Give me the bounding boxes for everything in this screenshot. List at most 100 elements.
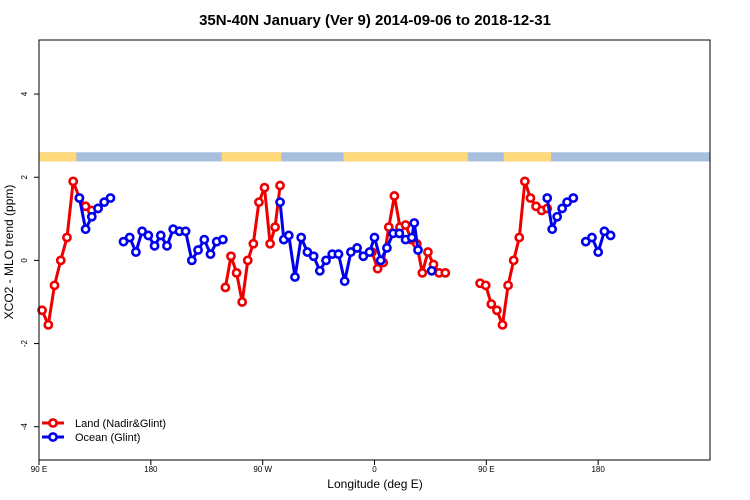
legend-label: Ocean (Glint): [75, 432, 140, 444]
data-point: [352, 243, 363, 253]
data-point: [547, 224, 558, 235]
data-point: [480, 280, 491, 291]
data-point: [162, 240, 172, 251]
data-point: [74, 193, 85, 203]
data-point: [321, 255, 331, 266]
x-tick-label: 180: [591, 465, 605, 474]
data-point: [149, 240, 160, 251]
data-point: [557, 203, 568, 214]
data-point: [275, 180, 285, 191]
data-point: [508, 255, 519, 266]
data-point: [237, 297, 248, 307]
x-tick-label: 90 E: [478, 465, 494, 474]
data-point: [86, 211, 97, 222]
data-point: [137, 226, 148, 237]
data-point: [186, 255, 197, 266]
data-point: [254, 197, 264, 208]
data-point: [599, 226, 610, 237]
data-point: [369, 232, 380, 243]
data-point: [220, 282, 231, 293]
data-point: [270, 222, 280, 233]
legend-marker: [48, 418, 58, 428]
data-point: [519, 176, 530, 187]
data-point: [93, 203, 103, 214]
data-point: [259, 182, 270, 193]
data-point: [180, 226, 191, 237]
data-point: [339, 276, 350, 287]
data-point: [580, 236, 591, 247]
data-point: [486, 299, 497, 309]
y-tick-label: 2: [20, 174, 29, 179]
legend-label: Land (Nadir&Glint): [75, 418, 166, 430]
data-point: [43, 319, 54, 330]
data-point: [37, 305, 48, 316]
land-ocean-strip: [39, 152, 710, 162]
data-point: [440, 267, 451, 278]
data-point: [605, 230, 616, 241]
data-point: [400, 220, 411, 230]
data-point: [364, 247, 375, 257]
data-point: [283, 230, 294, 241]
land-band: [221, 152, 282, 162]
x-tick-label: 90 E: [31, 465, 47, 474]
series-land: [37, 176, 553, 330]
x-tick-label: 180: [144, 465, 158, 474]
data-point: [302, 247, 313, 257]
y-tick-label: -2: [20, 339, 29, 347]
data-point: [118, 236, 129, 247]
data-point: [345, 247, 356, 257]
data-point: [372, 263, 383, 274]
y-axis-label: XCO2 - MLO trend (ppm): [2, 185, 16, 320]
series-ocean: [74, 193, 616, 287]
series-line: [40, 179, 99, 327]
data-point: [62, 232, 72, 243]
y-tick-label: 0: [20, 258, 29, 263]
data-point: [205, 249, 216, 260]
data-point: [426, 265, 437, 276]
land-band: [343, 152, 468, 162]
data-point: [242, 255, 253, 266]
data-point: [375, 255, 386, 266]
data-point: [124, 232, 135, 243]
data-point: [49, 280, 60, 291]
data-point: [417, 267, 428, 278]
data-point: [593, 247, 604, 257]
y-tick-label: 4: [20, 91, 29, 96]
data-point: [394, 228, 405, 239]
axes-layer: 90 E 180 90 W 0 90 E 180 -4 -2 0 2 4: [20, 39, 711, 474]
data-point: [333, 249, 344, 260]
x-tick-label: 90 W: [253, 465, 272, 474]
data-point: [568, 193, 579, 203]
data-point: [143, 230, 154, 241]
data-point: [99, 197, 110, 208]
data-point: [382, 243, 392, 253]
legend: Land (Nadir&Glint) Ocean (Glint): [42, 418, 166, 444]
data-point: [290, 272, 300, 282]
data-point: [413, 245, 423, 255]
data-point: [68, 176, 79, 187]
data-point: [562, 197, 573, 208]
data-point: [265, 238, 276, 249]
data-point: [409, 218, 420, 228]
data-point: [514, 232, 525, 243]
data-point: [231, 267, 242, 278]
data-point: [383, 222, 394, 233]
data-point: [308, 251, 319, 262]
data-point: [542, 193, 553, 203]
data-point: [296, 232, 307, 243]
data-point: [491, 305, 502, 316]
data-point: [105, 193, 116, 203]
data-point: [193, 245, 203, 255]
data-point: [497, 319, 508, 330]
data-point: [55, 255, 66, 266]
y-tick-label: -4: [20, 423, 29, 431]
data-point: [389, 191, 400, 201]
chart-title: 35N-40N January (Ver 9) 2014-09-06 to 20…: [199, 12, 551, 29]
land-band: [503, 152, 551, 162]
data-point: [199, 234, 210, 245]
data-point: [552, 211, 563, 222]
data-point: [587, 232, 597, 243]
data-point: [423, 247, 433, 257]
land-band: [39, 152, 77, 162]
